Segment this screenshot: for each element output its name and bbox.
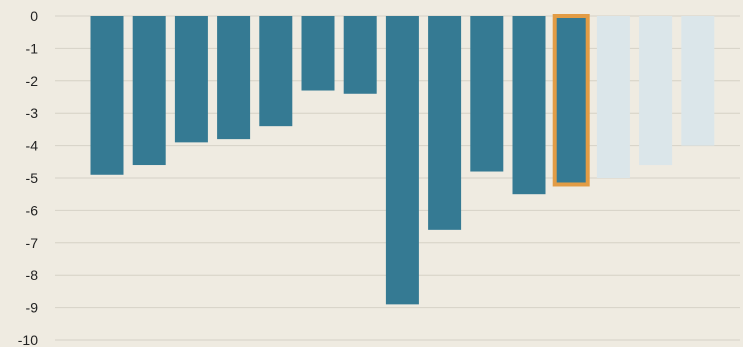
y-axis-tick-labels: 0 -1 -2 -3 -4 -5 -6 -7 -8 -9 -10 bbox=[18, 8, 38, 347]
y-tick-label: -3 bbox=[26, 105, 39, 121]
bar-projected bbox=[639, 16, 673, 166]
bar bbox=[301, 16, 335, 91]
bar bbox=[385, 16, 419, 305]
bar-highlighted bbox=[552, 14, 590, 187]
bar bbox=[343, 16, 377, 94]
y-tick-label: -1 bbox=[26, 40, 39, 56]
y-tick-label: -9 bbox=[26, 300, 39, 316]
bar bbox=[428, 16, 462, 230]
bar bbox=[470, 16, 504, 172]
bar-projected bbox=[681, 16, 715, 146]
bar bbox=[132, 16, 166, 166]
bar bbox=[174, 16, 208, 143]
bar bbox=[259, 16, 293, 127]
bar-projected bbox=[596, 16, 630, 178]
y-tick-label: -6 bbox=[26, 202, 39, 218]
bar bbox=[512, 16, 546, 195]
bar bbox=[90, 16, 124, 175]
y-tick-label: -10 bbox=[18, 332, 38, 347]
y-tick-label: -5 bbox=[26, 170, 39, 186]
bar bbox=[217, 16, 251, 140]
y-tick-label: -8 bbox=[26, 267, 39, 283]
y-tick-label: 0 bbox=[30, 8, 38, 24]
y-tick-label: -7 bbox=[26, 235, 39, 251]
bars bbox=[90, 14, 715, 305]
y-tick-label: -4 bbox=[26, 138, 39, 154]
y-tick-label: -2 bbox=[26, 73, 39, 89]
